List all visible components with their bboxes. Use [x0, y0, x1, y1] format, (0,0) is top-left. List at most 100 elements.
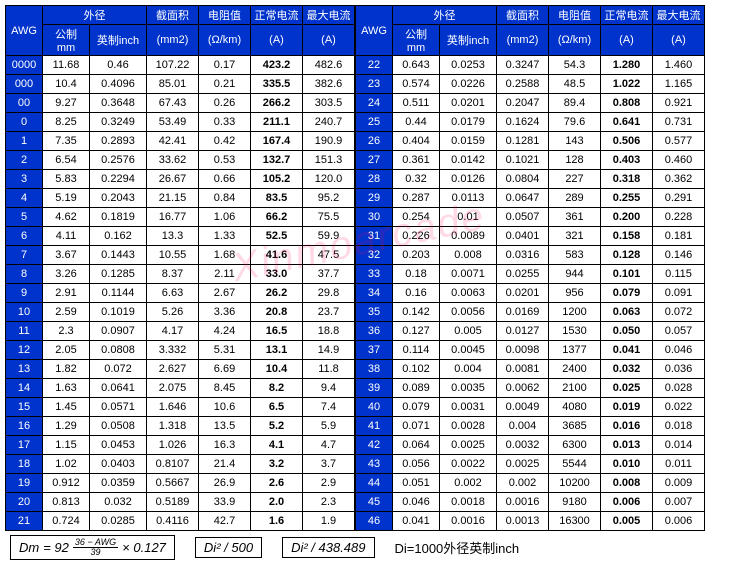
cell-mm: 0.574	[393, 75, 440, 94]
cell-area: 8.37	[147, 265, 199, 284]
cell-awg: 30	[356, 208, 393, 227]
cell-in: 0.3249	[90, 113, 147, 132]
table-row: 41 0.071 0.0028 0.004 3685 0.016 0.018	[356, 417, 705, 436]
cell-area: 0.5189	[147, 493, 199, 512]
cell-res: 1.06	[199, 208, 251, 227]
cell-max: 37.7	[303, 265, 355, 284]
cell-cur: 2.0	[251, 493, 303, 512]
cell-max: 0.091	[653, 284, 705, 303]
table-row: 6 4.11 0.162 13.3 1.33 52.5 59.9	[6, 227, 355, 246]
cell-awg: 7	[6, 246, 43, 265]
cell-area: 0.002	[497, 474, 549, 493]
table-row: 2 6.54 0.2576 33.62 0.53 132.7 151.3	[6, 151, 355, 170]
cell-in: 0.004	[440, 360, 497, 379]
table-row: 43 0.056 0.0022 0.0025 5544 0.010 0.011	[356, 455, 705, 474]
cell-awg: 00	[6, 94, 43, 113]
cell-in: 0.01	[440, 208, 497, 227]
cell-in: 0.2043	[90, 189, 147, 208]
cell-in: 0.0113	[440, 189, 497, 208]
cell-res: 0.21	[199, 75, 251, 94]
cell-awg: 4	[6, 189, 43, 208]
table-row: 39 0.089 0.0035 0.0062 2100 0.025 0.028	[356, 379, 705, 398]
col-max-u: (A)	[303, 25, 355, 56]
cell-res: 0.66	[199, 170, 251, 189]
cell-area: 0.0169	[497, 303, 549, 322]
cell-max: 120.0	[303, 170, 355, 189]
cell-area: 0.3247	[497, 56, 549, 75]
cell-awg: 20	[6, 493, 43, 512]
cell-area: 6.63	[147, 284, 199, 303]
cell-mm: 1.63	[43, 379, 90, 398]
cell-cur: 10.4	[251, 360, 303, 379]
cell-cur: 0.063	[601, 303, 653, 322]
cell-awg: 23	[356, 75, 393, 94]
cell-cur: 6.5	[251, 398, 303, 417]
cell-res: 79.6	[549, 113, 601, 132]
cell-mm: 0.127	[393, 322, 440, 341]
cell-cur: 0.158	[601, 227, 653, 246]
cell-area: 21.15	[147, 189, 199, 208]
table-row: 23 0.574 0.0226 0.2588 48.5 1.022 1.165	[356, 75, 705, 94]
cell-in: 0.0253	[440, 56, 497, 75]
cell-res: 16.3	[199, 436, 251, 455]
col-area: 截面积	[147, 6, 199, 25]
cell-max: 0.181	[653, 227, 705, 246]
cell-area: 0.0025	[497, 455, 549, 474]
cell-res: 1530	[549, 322, 601, 341]
cell-max: 0.362	[653, 170, 705, 189]
table-row: 45 0.046 0.0018 0.0016 9180 0.006 0.007	[356, 493, 705, 512]
cell-max: 5.9	[303, 417, 355, 436]
cell-res: 1.68	[199, 246, 251, 265]
col-res: 电阻值	[199, 6, 251, 25]
cell-mm: 0.203	[393, 246, 440, 265]
cell-res: 1.33	[199, 227, 251, 246]
cell-mm: 0.44	[393, 113, 440, 132]
cell-res: 0.33	[199, 113, 251, 132]
cell-in: 0.0403	[90, 455, 147, 474]
cell-mm: 4.11	[43, 227, 90, 246]
cell-area: 67.43	[147, 94, 199, 113]
cell-res: 3.36	[199, 303, 251, 322]
cell-awg: 44	[356, 474, 393, 493]
table-row: 29 0.287 0.0113 0.0647 289 0.255 0.291	[356, 189, 705, 208]
table-row: 28 0.32 0.0126 0.0804 227 0.318 0.362	[356, 170, 705, 189]
cell-cur: 105.2	[251, 170, 303, 189]
table-row: 35 0.142 0.0056 0.0169 1200 0.063 0.072	[356, 303, 705, 322]
cell-res: 2.11	[199, 265, 251, 284]
cell-res: 0.84	[199, 189, 251, 208]
cell-mm: 0.912	[43, 474, 90, 493]
cell-in: 0.0126	[440, 170, 497, 189]
cell-area: 0.0098	[497, 341, 549, 360]
cell-in: 0.0226	[440, 75, 497, 94]
cell-in: 0.162	[90, 227, 147, 246]
cell-mm: 0.041	[393, 512, 440, 531]
cell-in: 0.46	[90, 56, 147, 75]
cell-cur: 0.010	[601, 455, 653, 474]
table-row: 11 2.3 0.0907 4.17 4.24 16.5 18.8	[6, 322, 355, 341]
cell-cur: 423.2	[251, 56, 303, 75]
cell-cur: 0.013	[601, 436, 653, 455]
col-inch: 英制inch	[440, 25, 497, 56]
col-area-u: (mm2)	[497, 25, 549, 56]
cell-res: 21.4	[199, 455, 251, 474]
cell-in: 0.0907	[90, 322, 147, 341]
cell-res: 1200	[549, 303, 601, 322]
cell-res: 143	[549, 132, 601, 151]
cell-in: 0.0045	[440, 341, 497, 360]
cell-res: 2.67	[199, 284, 251, 303]
cell-awg: 8	[6, 265, 43, 284]
cell-res: 0.53	[199, 151, 251, 170]
cell-awg: 28	[356, 170, 393, 189]
cell-awg: 0000	[6, 56, 43, 75]
cell-awg: 2	[6, 151, 43, 170]
cell-mm: 0.079	[393, 398, 440, 417]
cell-cur: 0.041	[601, 341, 653, 360]
cell-in: 0.0071	[440, 265, 497, 284]
cell-max: 0.921	[653, 94, 705, 113]
cell-awg: 38	[356, 360, 393, 379]
cell-awg: 35	[356, 303, 393, 322]
cell-cur: 0.200	[601, 208, 653, 227]
cell-awg: 3	[6, 170, 43, 189]
cell-area: 42.41	[147, 132, 199, 151]
table-row: 17 1.15 0.0453 1.026 16.3 4.1 4.7	[6, 436, 355, 455]
